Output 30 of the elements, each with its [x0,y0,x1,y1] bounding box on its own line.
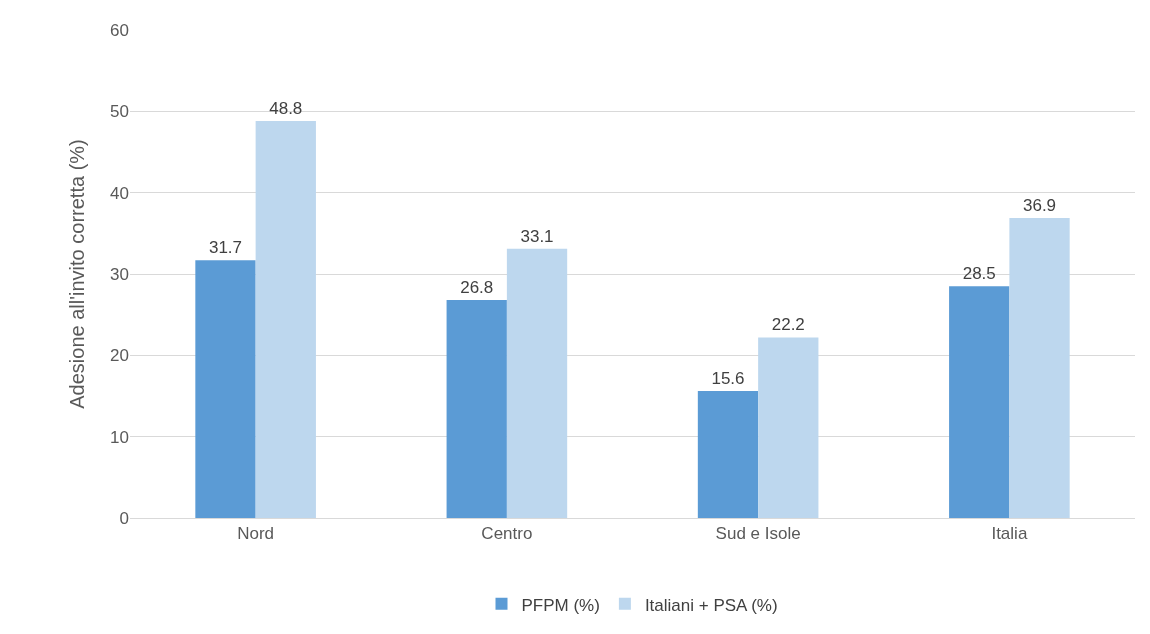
y-tick-label: 0 [119,508,129,528]
bar [446,300,507,518]
y-tick-label: 40 [110,183,129,203]
y-tick-label: 30 [110,264,129,284]
bar [255,121,316,518]
y-tick-label: 20 [110,346,129,366]
x-tick-label: Sud e Isole [715,524,801,544]
bar [506,248,568,518]
y-tick-label: 60 [110,20,129,40]
bar [1009,217,1070,518]
y-tick-label: 10 [110,427,129,447]
legend-label: Italiani + PSA (%) [644,595,778,615]
data-label: 15.6 [711,369,745,389]
data-label: 28.5 [962,264,996,284]
data-label: 48.8 [269,99,303,119]
bar [758,337,819,518]
bar [949,286,1010,518]
y-axis-title: Adesione all'invito corretta (%) [65,139,88,409]
legend-label: PFPM (%) [521,595,600,615]
bar [697,391,759,518]
x-tick-label: Nord [237,524,275,544]
x-tick-label: Italia [991,524,1028,544]
data-label: 33.1 [520,226,554,246]
x-tick-label: Centro [481,524,533,544]
data-label: 22.2 [771,315,805,335]
bar [195,260,256,518]
data-label: 26.8 [460,278,494,298]
data-label: 31.7 [208,238,243,258]
y-tick-label: 50 [110,102,129,122]
data-label: 36.9 [1022,195,1057,215]
